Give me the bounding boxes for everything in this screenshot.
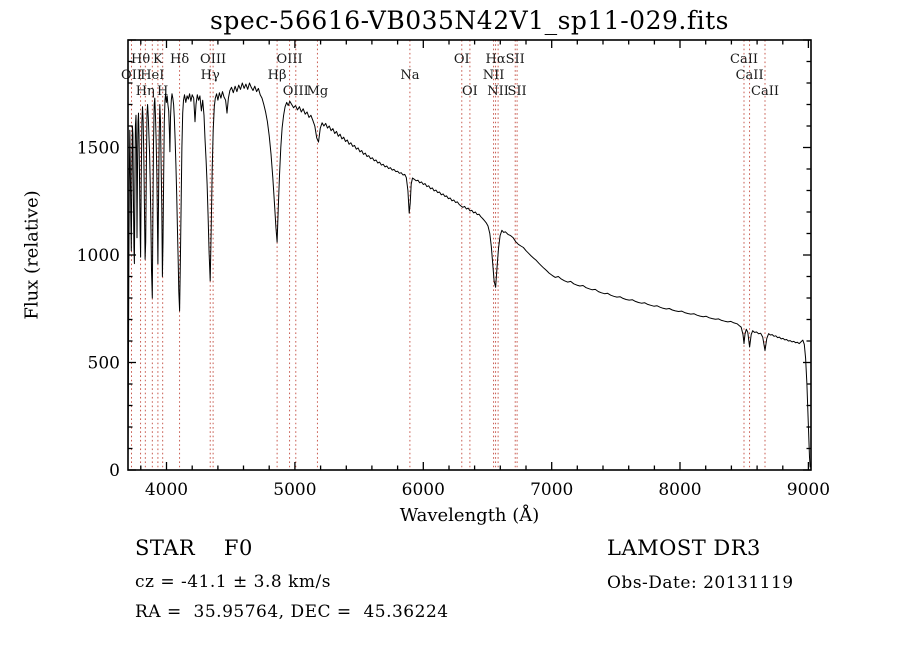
- svg-text:Hγ: Hγ: [201, 68, 220, 83]
- svg-text:Hθ: Hθ: [131, 52, 150, 67]
- svg-text:500: 500: [88, 354, 120, 374]
- svg-text:SII: SII: [506, 52, 525, 67]
- svg-text:Hα: Hα: [486, 52, 506, 67]
- svg-text:Hη: Hη: [136, 84, 155, 99]
- svg-text:1500: 1500: [77, 139, 120, 159]
- svg-text:H: H: [157, 84, 168, 99]
- radial-velocity-text: cz = -41.1 ± 3.8 km/s: [135, 572, 331, 592]
- svg-text:0: 0: [109, 461, 120, 481]
- svg-text:CaII: CaII: [736, 68, 764, 83]
- y-axis-label: Flux (relative): [21, 190, 43, 320]
- svg-text:K: K: [153, 52, 163, 67]
- ra-dec-text: RA = 35.95764, DEC = 45.36224: [135, 602, 449, 622]
- obs-date-text: Obs-Date: 20131119: [607, 573, 794, 593]
- svg-text:OII: OII: [121, 68, 142, 83]
- svg-text:Hβ: Hβ: [268, 68, 287, 83]
- svg-text:OIII: OIII: [277, 52, 303, 67]
- svg-text:Na: Na: [400, 68, 419, 83]
- svg-text:HeI: HeI: [140, 68, 164, 83]
- survey-release-text: LAMOST DR3: [607, 536, 761, 560]
- svg-text:OI: OI: [462, 84, 478, 99]
- svg-text:OIII: OIII: [200, 52, 226, 67]
- svg-text:NII: NII: [487, 84, 509, 99]
- svg-text:1000: 1000: [77, 246, 120, 266]
- svg-text:7000: 7000: [530, 480, 573, 500]
- svg-text:OIII: OIII: [283, 84, 309, 99]
- svg-text:4000: 4000: [145, 480, 188, 500]
- svg-text:6000: 6000: [402, 480, 445, 500]
- x-axis-label: Wavelength (Å): [399, 505, 540, 526]
- svg-text:CaII: CaII: [751, 84, 779, 99]
- svg-text:8000: 8000: [658, 480, 701, 500]
- svg-text:NII: NII: [483, 68, 505, 83]
- svg-text:9000: 9000: [787, 480, 830, 500]
- classification-text: STAR F0: [135, 536, 253, 560]
- svg-text:CaII: CaII: [730, 52, 758, 67]
- svg-text:SII: SII: [508, 84, 527, 99]
- svg-text:Hδ: Hδ: [170, 52, 189, 67]
- svg-text:5000: 5000: [273, 480, 316, 500]
- svg-text:OI: OI: [454, 52, 470, 67]
- plot-title: spec-56616-VB035N42V1_sp11-029.fits: [210, 6, 729, 35]
- svg-text:Mg: Mg: [307, 84, 329, 99]
